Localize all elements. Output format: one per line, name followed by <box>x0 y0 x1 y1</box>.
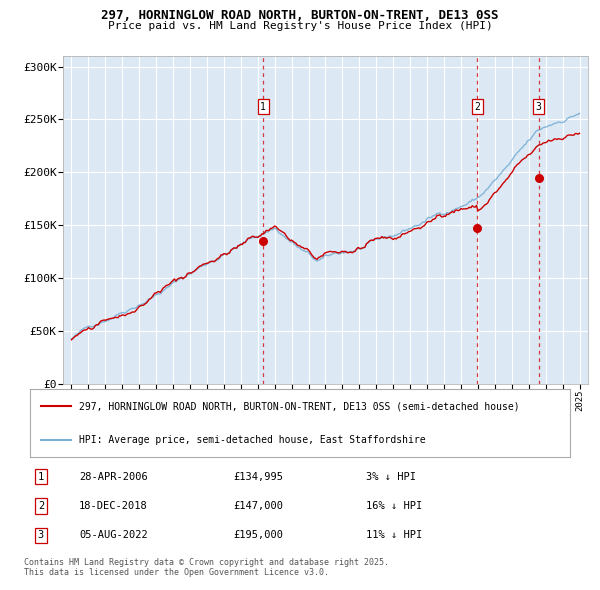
Text: 297, HORNINGLOW ROAD NORTH, BURTON-ON-TRENT, DE13 0SS: 297, HORNINGLOW ROAD NORTH, BURTON-ON-TR… <box>101 9 499 22</box>
Text: 05-AUG-2022: 05-AUG-2022 <box>79 530 148 540</box>
Text: 28-APR-2006: 28-APR-2006 <box>79 471 148 481</box>
Text: HPI: Average price, semi-detached house, East Staffordshire: HPI: Average price, semi-detached house,… <box>79 435 425 445</box>
Text: 297, HORNINGLOW ROAD NORTH, BURTON-ON-TRENT, DE13 0SS (semi-detached house): 297, HORNINGLOW ROAD NORTH, BURTON-ON-TR… <box>79 401 519 411</box>
Text: £147,000: £147,000 <box>234 501 284 511</box>
Text: 2: 2 <box>475 101 480 112</box>
Text: 16% ↓ HPI: 16% ↓ HPI <box>366 501 422 511</box>
Text: £134,995: £134,995 <box>234 471 284 481</box>
Text: 18-DEC-2018: 18-DEC-2018 <box>79 501 148 511</box>
Text: 3: 3 <box>536 101 542 112</box>
Text: 3% ↓ HPI: 3% ↓ HPI <box>366 471 416 481</box>
Text: £195,000: £195,000 <box>234 530 284 540</box>
Text: 2: 2 <box>38 501 44 511</box>
Text: 1: 1 <box>38 471 44 481</box>
Text: 1: 1 <box>260 101 266 112</box>
Text: 3: 3 <box>38 530 44 540</box>
Text: 11% ↓ HPI: 11% ↓ HPI <box>366 530 422 540</box>
Text: Price paid vs. HM Land Registry's House Price Index (HPI): Price paid vs. HM Land Registry's House … <box>107 21 493 31</box>
Text: Contains HM Land Registry data © Crown copyright and database right 2025.
This d: Contains HM Land Registry data © Crown c… <box>24 558 389 577</box>
